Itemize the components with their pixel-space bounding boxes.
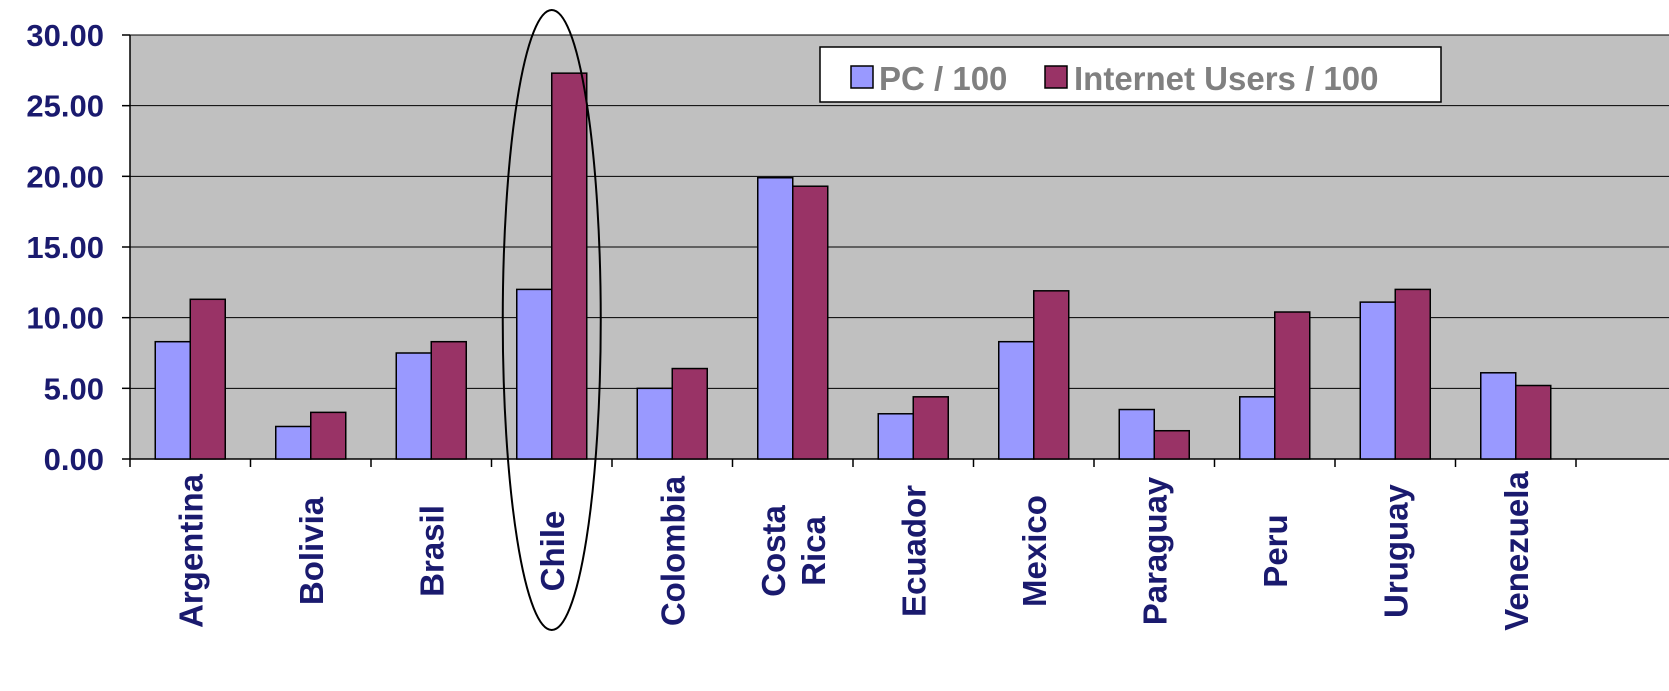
x-tick-label-line: Brasil	[413, 505, 450, 597]
bar-internet-costa-rica	[792, 185, 829, 460]
bar-internet-peru	[1274, 311, 1311, 460]
bar-internet-paraguay	[1153, 429, 1190, 460]
bar-pc-brasil	[395, 352, 432, 460]
x-tick-label: Colombia	[654, 475, 691, 626]
bar-internet-mexico	[1033, 290, 1070, 460]
x-tick-label: Mexico	[1016, 495, 1053, 607]
y-tick-label: 10.00	[26, 301, 104, 336]
y-tick-label: 30.00	[26, 18, 104, 53]
y-tick-label: 15.00	[26, 230, 104, 265]
bar-pc-peru	[1239, 396, 1276, 460]
x-tick-label-line: Bolivia	[293, 496, 330, 605]
bar-internet-brasil	[430, 340, 467, 460]
legend-box	[819, 46, 1442, 103]
y-axis: 0.00 5.00 10.00 15.00 20.00 25.00 30.00	[26, 18, 131, 477]
bar-pc-colombia	[636, 387, 673, 460]
x-tick-label-line: Argentina	[172, 473, 209, 628]
bar-internet-colombia	[671, 367, 708, 460]
x-tick-label-line: Colombia	[654, 475, 691, 626]
bar-pc-argentina	[154, 340, 191, 460]
y-tick-label: 20.00	[26, 159, 104, 194]
x-tick-label-line: Paraguay	[1136, 476, 1173, 625]
x-tick-label-line: Mexico	[1016, 495, 1053, 607]
legend-swatch-internet	[1044, 65, 1068, 89]
y-tick-label: 25.00	[26, 89, 104, 124]
x-tick-label-line: Peru	[1257, 514, 1294, 587]
x-tick-label: Venezuela	[1498, 471, 1535, 631]
legend: PC / 100 Internet Users / 100	[819, 46, 1442, 103]
legend-label-pc: PC / 100	[879, 60, 1007, 97]
gridlines	[130, 34, 1669, 389]
bar-internet-venezuela	[1515, 384, 1552, 460]
bar-pc-chile	[516, 288, 553, 460]
bar-pc-mexico	[998, 340, 1035, 460]
bar-internet-uruguay	[1394, 288, 1431, 460]
x-tick-label: Costa Rica	[755, 505, 832, 597]
bars	[154, 72, 1552, 460]
x-tick-label: Paraguay	[1136, 476, 1173, 625]
highlight-ellipse-chile	[501, 9, 602, 631]
bar-pc-uruguay	[1359, 301, 1396, 460]
x-tick-label: Bolivia	[293, 496, 330, 605]
x-tick-label: Argentina	[172, 473, 209, 628]
x-tick-label: Ecuador	[895, 485, 932, 617]
x-tick-label-line: Rica	[795, 516, 832, 586]
x-tick-label-line: Uruguay	[1377, 483, 1414, 618]
bar-internet-chile	[551, 72, 588, 460]
x-tick-label-line: Ecuador	[895, 485, 932, 617]
x-tick-label-line: Venezuela	[1498, 471, 1535, 631]
bar-pc-paraguay	[1118, 408, 1155, 460]
x-tick-label: Chile	[534, 511, 571, 592]
y-tick-label: 0.00	[44, 442, 104, 477]
bar-pc-ecuador	[877, 413, 914, 460]
x-tick-label-line: Costa	[755, 505, 792, 597]
x-axis	[129, 458, 1669, 467]
bar-pc-bolivia	[275, 425, 312, 460]
bar-internet-bolivia	[310, 411, 347, 460]
legend-swatch-pc	[850, 65, 874, 89]
x-tick-label: Peru	[1257, 514, 1294, 587]
x-tick-label: Brasil	[413, 505, 450, 597]
bar-pc-costa-rica	[757, 176, 794, 460]
legend-label-internet: Internet Users / 100	[1074, 60, 1378, 97]
x-tick-labels: Argentina Bolivia Brasil Chile Colombia Costa…	[172, 471, 1535, 631]
bar-internet-argentina	[189, 298, 226, 460]
bar-pc-venezuela	[1480, 372, 1517, 460]
x-tick-label: Uruguay	[1377, 483, 1414, 618]
y-tick-label: 5.00	[44, 371, 104, 406]
x-tick-label-line: Chile	[534, 511, 571, 592]
bar-internet-ecuador	[912, 396, 949, 460]
